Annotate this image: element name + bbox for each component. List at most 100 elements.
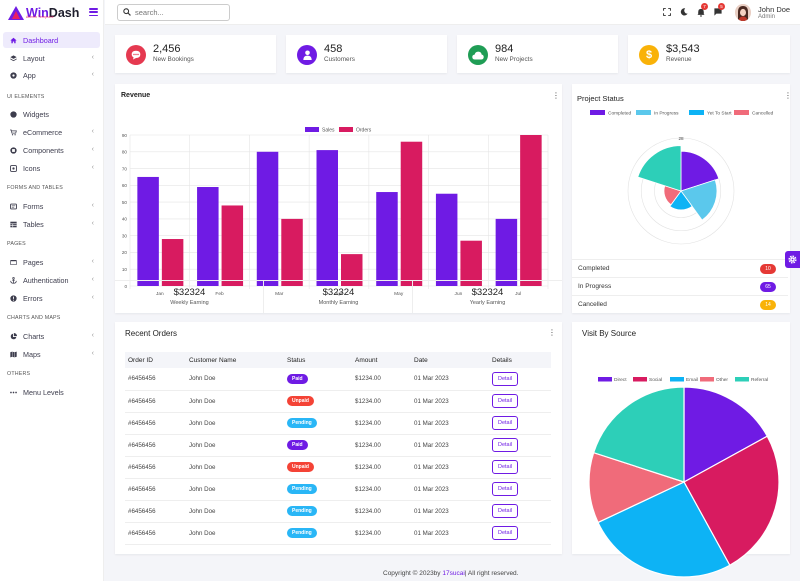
sidebar-item-label: Authentication xyxy=(23,275,69,285)
message-icon[interactable]: 5 xyxy=(713,3,725,17)
customer-name-cell: John Doe xyxy=(189,412,287,435)
bar-sales-feb[interactable] xyxy=(197,187,219,286)
legend-swatch xyxy=(734,110,749,115)
detail-button[interactable]: Detail xyxy=(492,371,518,386)
sidebar-item-pages[interactable]: Pages ‹ xyxy=(3,254,100,270)
sidebar-item-app[interactable]: App ‹ xyxy=(3,67,100,83)
polar-segment[interactable] xyxy=(637,145,682,192)
hamburger-menu-icon[interactable] xyxy=(89,8,98,16)
sidebar-item-forms[interactable]: Forms ‹ xyxy=(3,198,100,214)
bar-orders-may[interactable] xyxy=(400,141,423,286)
divider xyxy=(263,281,264,313)
stat-value: 2,456 xyxy=(153,43,181,55)
bar-orders-jul[interactable] xyxy=(520,135,542,286)
sidebar-item-authentication[interactable]: Authentication ‹ xyxy=(3,272,100,288)
pie-slice-social[interactable] xyxy=(683,435,780,567)
status-cell: Paid xyxy=(287,368,355,391)
footer-copyright: Copyright © 2023by 17sucai| All right re… xyxy=(383,570,518,577)
visit-by-source-title: Visit By Source xyxy=(582,329,637,338)
notification-bell-icon[interactable]: 7 xyxy=(696,3,708,17)
sidebar-item-maps[interactable]: Maps ‹ xyxy=(3,346,100,362)
bar-orders-apr[interactable] xyxy=(341,254,363,286)
search-input[interactable] xyxy=(135,8,225,17)
y-tick-label: 30 xyxy=(122,233,128,238)
legend-swatch-sales xyxy=(305,127,319,132)
sidebar-item-icons[interactable]: Icons ‹ xyxy=(3,160,100,176)
moon-icon[interactable] xyxy=(679,7,689,17)
nav-section-ui-elements: UI ELEMENTS xyxy=(7,94,45,100)
x-tick-label: Jul xyxy=(515,291,521,297)
more-vertical-icon[interactable]: ⋮ xyxy=(784,91,792,100)
pie-slice-referral[interactable] xyxy=(592,386,685,483)
earning-label: Yearly Earning xyxy=(469,300,506,306)
bar-orders-jan[interactable] xyxy=(161,239,184,286)
detail-button[interactable]: Detail xyxy=(492,438,518,452)
sidebar-item-widgets[interactable]: Widgets xyxy=(3,106,100,122)
detail-button[interactable]: Detail xyxy=(492,504,518,518)
dollar-icon: $ xyxy=(639,45,659,65)
y-tick-label: 70 xyxy=(122,166,128,171)
detail-button[interactable]: Detail xyxy=(492,416,518,430)
footer-suffix: | All right reserved. xyxy=(464,570,519,577)
bar-orders-jun[interactable] xyxy=(460,240,482,286)
order-id-cell: #6456456 xyxy=(125,390,189,413)
divider xyxy=(412,281,413,313)
bar-sales-apr[interactable] xyxy=(316,150,339,286)
user-name[interactable]: John Doe xyxy=(758,5,791,14)
column-header: Details xyxy=(492,352,551,368)
sidebar-item-errors[interactable]: Errors ‹ xyxy=(3,290,100,306)
status-cell: Unpaid xyxy=(287,390,355,413)
sidebar-item-charts[interactable]: Charts ‹ xyxy=(3,328,100,344)
settings-gear-icon[interactable] xyxy=(785,251,800,268)
sidebar-item-menu-levels[interactable]: Menu Levels xyxy=(3,384,100,400)
chat-icon xyxy=(126,45,146,65)
status-count-badge: 10 xyxy=(760,264,776,274)
earning-value: $32324 xyxy=(173,287,206,298)
legend-label: Cancelled xyxy=(752,111,774,117)
customer-name-cell: John Doe xyxy=(189,522,287,545)
sidebar-item-ecommerce[interactable]: eCommerce ‹ xyxy=(3,124,100,140)
fullscreen-icon[interactable] xyxy=(662,7,672,17)
bar-sales-may[interactable] xyxy=(376,192,398,286)
avatar[interactable] xyxy=(735,4,751,21)
details-cell: Detail xyxy=(492,412,551,435)
more-vertical-icon[interactable]: ⋮ xyxy=(548,328,556,337)
sidebar-item-tables[interactable]: Tables ‹ xyxy=(3,216,100,232)
bar-sales-jul[interactable] xyxy=(495,218,518,286)
bar-sales-jun[interactable] xyxy=(435,193,458,286)
pie-slice-other[interactable] xyxy=(588,451,686,524)
sidebar-item-layout[interactable]: Layout ‹ xyxy=(3,50,100,66)
monthly-earning: $32324 Monthly Earning xyxy=(264,280,413,312)
order-id-cell: #6456456 xyxy=(125,522,189,545)
forms-icon xyxy=(10,203,17,210)
sidebar-item-components[interactable]: Components ‹ xyxy=(3,142,100,158)
detail-button[interactable]: Detail xyxy=(492,482,518,496)
detail-button[interactable]: Detail xyxy=(492,394,518,408)
pie-slice-email[interactable] xyxy=(597,481,731,578)
bar-sales-mar[interactable] xyxy=(256,151,279,286)
more-vertical-icon[interactable]: ⋮ xyxy=(552,91,560,100)
search-icon xyxy=(123,7,131,18)
y-tick-label: 10 xyxy=(122,267,128,272)
order-id-cell: #6456456 xyxy=(125,434,189,457)
polar-segment[interactable] xyxy=(680,179,718,221)
customer-name-cell: John Doe xyxy=(189,500,287,523)
detail-button[interactable]: Detail xyxy=(492,460,518,474)
polar-segment[interactable] xyxy=(669,190,693,211)
bar-sales-jan[interactable] xyxy=(137,176,159,286)
y-tick-label: 80 xyxy=(122,150,128,155)
sidebar-item-label: Maps xyxy=(23,349,41,359)
search-box[interactable] xyxy=(117,4,230,21)
pie-slice-direct[interactable] xyxy=(683,386,769,484)
revenue-card: Revenue ⋮ 0 10 20 30 40 50 60 70 80 90 Jan Feb Mar Ap… xyxy=(115,84,562,313)
customer-name-cell: John Doe xyxy=(189,456,287,479)
polar-segment[interactable] xyxy=(680,150,720,192)
bar-orders-mar[interactable] xyxy=(281,218,303,286)
brand-logo[interactable]: WinDash Admin Template xyxy=(0,0,103,25)
footer-link[interactable]: 17sucai xyxy=(442,570,465,577)
y-tick-label: 40 xyxy=(122,217,128,222)
detail-button[interactable]: Detail xyxy=(492,526,518,540)
sidebar-item-dashboard[interactable]: Dashboard xyxy=(3,32,100,48)
recent-orders-title: Recent Orders xyxy=(125,329,178,338)
bar-orders-feb[interactable] xyxy=(221,205,244,286)
